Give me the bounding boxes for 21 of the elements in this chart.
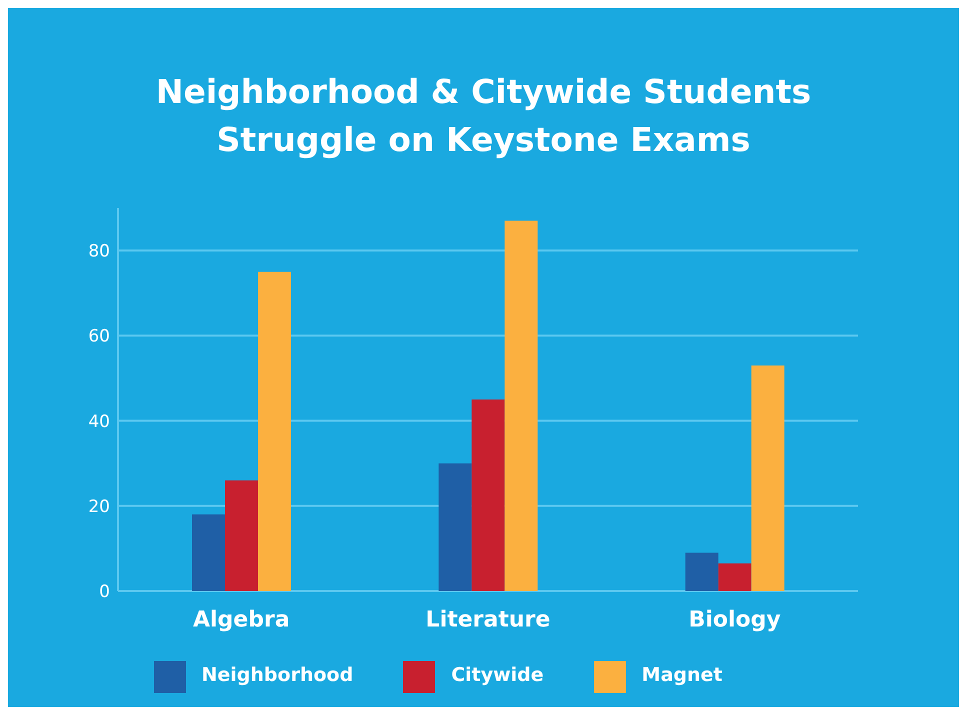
- x-tick-label: Algebra: [192, 608, 290, 633]
- bar: [751, 365, 784, 591]
- legend-label: Magnet: [642, 664, 722, 686]
- y-tick-label: 60: [88, 326, 110, 347]
- y-tick-label: 80: [88, 242, 110, 262]
- bar: [504, 220, 538, 591]
- y-tick-label: 20: [88, 496, 110, 517]
- legend-label: Neighborhood: [202, 664, 354, 686]
- legend-label: Citywide: [451, 664, 544, 686]
- y-tick-label: 0: [99, 582, 110, 602]
- chart-title: Neighborhood & Citywide Students Struggle on Keystone Exams: [154, 71, 812, 161]
- y-tick-label: 40: [88, 412, 110, 432]
- bar: [225, 480, 258, 591]
- bar: [472, 400, 505, 591]
- bar: [718, 563, 752, 591]
- bar: [685, 552, 718, 591]
- bar: [258, 272, 291, 591]
- x-tick-label: Biology: [688, 608, 781, 633]
- x-tick-label: Literature: [426, 608, 550, 633]
- bar: [438, 463, 472, 591]
- bar: [192, 514, 225, 591]
